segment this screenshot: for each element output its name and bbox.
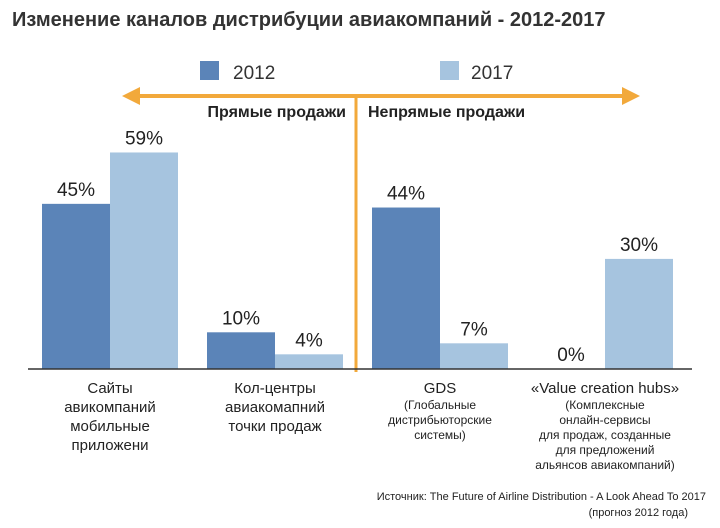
category-label-1-line-0: Кол-центры bbox=[234, 380, 316, 397]
arrow-right-head bbox=[622, 87, 640, 105]
source-text: Источник: The Future of Airline Distribu… bbox=[377, 491, 706, 503]
value-label-2017-cat-3: 30% bbox=[620, 235, 658, 256]
category-sublabel-3-line-4: альянсов авиакомпаний) bbox=[535, 458, 675, 472]
category-sublabel-2-line-0: (Глобальные bbox=[404, 398, 476, 412]
section-label-direct: Прямые продажи bbox=[208, 104, 346, 121]
category-label-0-line-1: авикомпаний bbox=[64, 399, 156, 416]
category-sublabel-2-line-1: дистрибьюторские bbox=[388, 413, 492, 427]
category-labels: Сайты авикомпаний мобильные приложени Кол-це… bbox=[64, 380, 679, 472]
legend-label-2012: 2012 bbox=[233, 63, 275, 84]
category-label-1-line-1: авиакомапний bbox=[225, 399, 325, 416]
legend-swatch-2017 bbox=[440, 61, 459, 80]
category-label-0-line-3: приложени bbox=[72, 437, 149, 454]
section-label-indirect: Непрямые продажи bbox=[368, 104, 525, 121]
category-sublabel-3-line-1: онлайн-сервисы bbox=[559, 413, 650, 427]
value-label-2017-cat-1: 4% bbox=[295, 330, 323, 351]
category-sublabel-2-line-2: системы) bbox=[414, 428, 466, 442]
category-sublabel-3-line-2: для продаж, созданные bbox=[539, 428, 671, 442]
value-label-2012-cat-3: 0% bbox=[557, 345, 585, 366]
bars bbox=[42, 152, 673, 369]
legend: 2012 2017 bbox=[200, 61, 513, 84]
category-label-2-line-0: GDS bbox=[424, 380, 457, 397]
value-label-2012-cat-0: 45% bbox=[57, 180, 95, 201]
category-sublabel-3-line-3: для предложений bbox=[556, 443, 655, 457]
category-label-0-line-0: Сайты bbox=[87, 380, 132, 397]
category-label-3-line-0: «Value creation hubs» bbox=[531, 380, 679, 397]
bar-2017-cat-2 bbox=[440, 343, 508, 369]
source-note: (прогноз 2012 года) bbox=[589, 507, 688, 519]
value-label-2017-cat-2: 7% bbox=[460, 319, 488, 340]
value-label-2017-cat-0: 59% bbox=[125, 128, 163, 149]
bar-2017-cat-1 bbox=[275, 354, 343, 369]
bar-2017-cat-3 bbox=[605, 258, 673, 369]
value-labels: 45% 59% 10% 4% 44% 7% 0% 30% bbox=[57, 128, 658, 366]
sales-arrow bbox=[122, 87, 640, 372]
value-label-2012-cat-1: 10% bbox=[222, 308, 260, 329]
bar-2012-cat-0 bbox=[42, 203, 110, 369]
category-sublabel-3-line-0: (Комплексные bbox=[565, 398, 645, 412]
bar-2012-cat-1 bbox=[207, 332, 275, 369]
category-label-1-line-2: точки продаж bbox=[228, 418, 321, 435]
chart-title: Изменение каналов дистрибуции авиакомпан… bbox=[12, 9, 606, 31]
value-label-2012-cat-2: 44% bbox=[387, 184, 425, 205]
arrow-left-head bbox=[122, 87, 140, 105]
category-label-0-line-2: мобильные bbox=[70, 418, 150, 435]
bar-2017-cat-0 bbox=[110, 152, 178, 369]
legend-swatch-2012 bbox=[200, 61, 219, 80]
bar-2012-cat-2 bbox=[372, 207, 440, 369]
legend-label-2017: 2017 bbox=[471, 63, 513, 84]
